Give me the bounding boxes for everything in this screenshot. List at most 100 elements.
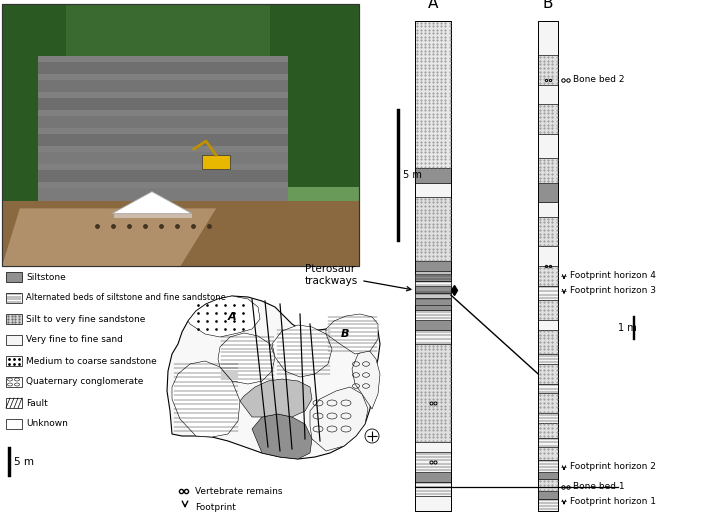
Text: Vertebrate remains: Vertebrate remains	[195, 487, 282, 496]
Polygon shape	[167, 296, 380, 459]
Polygon shape	[2, 208, 216, 266]
Bar	[415, 286, 451, 293]
Polygon shape	[188, 296, 260, 337]
Bar	[538, 56, 558, 85]
Bar	[38, 170, 287, 183]
Bar	[6, 356, 22, 366]
Bar	[2, 4, 359, 109]
Bar	[415, 310, 451, 320]
Bar	[415, 271, 451, 281]
Text: Bone bed 2: Bone bed 2	[573, 75, 625, 84]
Bar	[415, 281, 451, 290]
Bar	[38, 98, 287, 111]
Polygon shape	[218, 333, 275, 384]
Text: Fault: Fault	[26, 398, 48, 407]
Text: Very fine to fine sand: Very fine to fine sand	[26, 335, 123, 344]
Bar	[415, 330, 451, 344]
Bar	[2, 200, 359, 266]
Bar	[38, 116, 287, 129]
Bar	[38, 80, 287, 93]
Text: 5 m: 5 m	[14, 457, 34, 467]
Text: Unknown: Unknown	[26, 419, 68, 428]
Text: Silt to very fine sandstone: Silt to very fine sandstone	[26, 315, 145, 324]
Bar	[6, 419, 22, 429]
Bar	[538, 320, 558, 330]
Bar	[538, 158, 558, 183]
Polygon shape	[326, 314, 378, 354]
Bar	[538, 448, 558, 460]
Bar	[397, 109, 399, 242]
Bar	[538, 479, 558, 491]
Bar	[6, 293, 22, 303]
Text: Footprint horizon 3: Footprint horizon 3	[570, 286, 656, 295]
Bar	[8, 447, 11, 477]
Polygon shape	[252, 414, 312, 459]
Polygon shape	[272, 325, 332, 377]
Bar	[415, 300, 451, 310]
Text: A: A	[227, 312, 236, 322]
Text: Quaternary conglomerate: Quaternary conglomerate	[26, 378, 144, 387]
Bar	[415, 21, 451, 168]
Bar	[415, 452, 451, 472]
Text: 5 m: 5 m	[403, 170, 422, 180]
Bar	[415, 442, 451, 452]
Bar	[538, 217, 558, 247]
Bar	[538, 300, 558, 320]
Bar	[202, 155, 230, 169]
Bar	[538, 394, 558, 413]
Bar	[415, 274, 451, 281]
Text: 1 m: 1 m	[618, 323, 637, 333]
Bar	[415, 496, 451, 511]
Bar	[633, 316, 635, 340]
Bar	[538, 491, 558, 499]
Text: B: B	[543, 0, 553, 11]
Bar	[538, 437, 558, 448]
Text: Footprint horizon 1: Footprint horizon 1	[570, 497, 656, 506]
Bar	[6, 377, 22, 387]
Bar	[538, 85, 558, 104]
Text: Siltstone: Siltstone	[26, 272, 66, 281]
Text: B: B	[341, 329, 349, 339]
Bar	[415, 281, 451, 286]
Bar	[538, 104, 558, 134]
Polygon shape	[310, 387, 368, 451]
Polygon shape	[112, 191, 192, 214]
Bar	[538, 266, 558, 286]
Text: Medium to coarse sandstone: Medium to coarse sandstone	[26, 357, 157, 366]
Bar	[270, 4, 359, 187]
Bar	[538, 286, 558, 300]
Bar	[415, 261, 451, 271]
Bar	[38, 62, 287, 75]
Bar	[538, 472, 558, 479]
Bar	[415, 183, 451, 197]
Text: Alternated beds of siltstone and fine sandstone: Alternated beds of siltstone and fine sa…	[26, 294, 226, 303]
Bar	[415, 344, 451, 442]
Bar	[6, 398, 22, 408]
Bar	[2, 4, 359, 266]
Text: A: A	[428, 0, 438, 11]
Bar	[2, 4, 359, 266]
Bar	[538, 183, 558, 202]
Bar	[38, 152, 287, 165]
Bar	[114, 213, 192, 217]
Bar	[538, 413, 558, 423]
Bar	[415, 298, 451, 305]
Bar	[415, 320, 451, 330]
Bar	[538, 354, 558, 364]
Bar	[415, 21, 451, 511]
Bar	[415, 293, 451, 298]
Bar	[538, 423, 558, 437]
Polygon shape	[240, 379, 312, 417]
Bar	[415, 168, 451, 183]
Polygon shape	[172, 361, 240, 437]
Bar	[2, 4, 66, 214]
Bar	[415, 290, 451, 300]
Bar	[6, 335, 22, 345]
Bar	[538, 499, 558, 511]
Text: Bone bed 1: Bone bed 1	[573, 482, 625, 491]
Text: Footprint horizon 2: Footprint horizon 2	[570, 462, 656, 471]
Bar	[415, 481, 451, 496]
Bar	[538, 460, 558, 472]
Polygon shape	[352, 349, 380, 409]
Bar	[38, 57, 287, 200]
